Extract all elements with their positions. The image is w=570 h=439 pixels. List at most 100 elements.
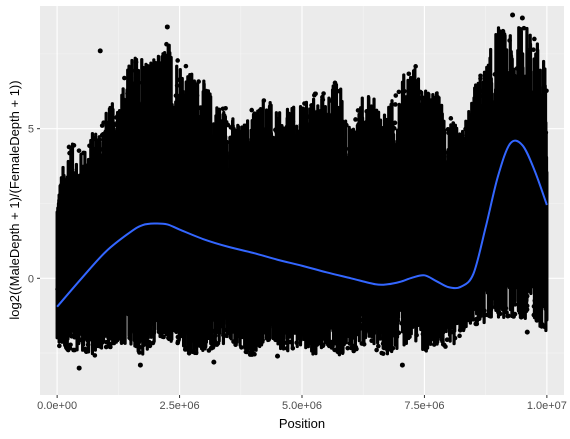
data-point	[321, 142, 327, 148]
data-point	[230, 284, 235, 290]
data-point	[500, 57, 505, 62]
data-point	[290, 166, 295, 172]
data-point	[175, 312, 181, 318]
data-point	[440, 342, 446, 347]
data-point	[128, 330, 133, 335]
data-point	[161, 210, 167, 216]
data-point	[425, 320, 431, 325]
data-point	[452, 181, 458, 186]
data-point	[267, 315, 272, 321]
data-point	[512, 144, 518, 150]
data-point	[441, 224, 447, 230]
data-point	[534, 192, 540, 198]
data-point	[414, 332, 419, 338]
data-point	[218, 157, 223, 162]
data-point	[238, 266, 244, 271]
outlier-point	[164, 24, 170, 30]
data-point	[92, 353, 98, 358]
data-point	[346, 181, 352, 186]
data-point	[187, 336, 193, 342]
data-point	[273, 186, 279, 191]
data-point	[400, 245, 405, 251]
data-point	[420, 179, 426, 185]
data-point	[74, 198, 80, 204]
data-point	[294, 340, 299, 346]
data-point	[213, 224, 219, 230]
data-point	[489, 140, 494, 146]
data-point	[183, 302, 189, 307]
data-point	[144, 152, 150, 158]
data-point	[398, 119, 404, 125]
y-axis: 05	[28, 124, 40, 285]
data-point	[118, 337, 124, 342]
data-point	[195, 312, 201, 317]
data-point	[252, 330, 257, 335]
data-point	[311, 287, 316, 293]
data-point	[535, 275, 541, 280]
data-point	[434, 211, 439, 216]
data-point	[387, 246, 393, 251]
data-point	[284, 346, 290, 351]
data-point	[230, 128, 236, 133]
data-point	[243, 349, 249, 355]
data-point	[465, 283, 471, 289]
data-point	[133, 256, 138, 262]
data-point	[210, 345, 216, 350]
data-point	[192, 179, 197, 185]
data-point	[115, 172, 121, 178]
data-point	[497, 260, 502, 266]
data-point	[372, 138, 378, 143]
data-point	[410, 105, 416, 110]
data-point	[314, 341, 320, 347]
data-point	[304, 205, 309, 211]
data-point	[201, 307, 207, 313]
data-point	[506, 154, 511, 160]
data-point	[528, 200, 533, 205]
data-point	[61, 213, 67, 218]
data-point	[469, 256, 474, 261]
data-point	[329, 249, 334, 255]
data-point	[134, 308, 139, 314]
data-point	[430, 145, 436, 151]
data-point	[170, 187, 175, 193]
data-point	[383, 285, 389, 290]
data-point	[374, 279, 380, 284]
data-point	[352, 224, 357, 230]
data-point	[441, 154, 447, 159]
data-point	[404, 325, 409, 331]
data-point	[434, 231, 440, 236]
data-point	[410, 296, 416, 302]
data-point	[135, 197, 141, 203]
data-point	[140, 272, 146, 278]
data-point	[387, 131, 393, 137]
data-point	[74, 313, 80, 318]
data-point	[187, 251, 192, 257]
data-point	[197, 105, 202, 111]
data-point	[472, 115, 478, 121]
data-point	[343, 333, 349, 338]
data-point	[505, 251, 511, 257]
data-point	[165, 168, 170, 173]
data-point	[413, 64, 418, 69]
data-point	[506, 283, 512, 288]
data-point	[509, 206, 515, 212]
data-point	[247, 352, 253, 357]
data-point	[463, 257, 469, 262]
data-point	[216, 135, 221, 141]
data-point	[312, 219, 318, 224]
data-point	[174, 83, 180, 88]
data-point	[532, 36, 537, 42]
data-point	[175, 58, 180, 63]
data-point	[210, 173, 216, 179]
data-point	[115, 245, 121, 250]
data-point	[353, 328, 358, 333]
data-point	[455, 312, 461, 318]
data-point	[293, 240, 298, 245]
data-point	[518, 302, 524, 308]
data-point	[493, 272, 498, 278]
data-point	[214, 342, 220, 347]
data-point	[247, 141, 253, 146]
data-point	[273, 304, 279, 310]
data-point	[166, 249, 172, 254]
data-point	[108, 252, 113, 258]
